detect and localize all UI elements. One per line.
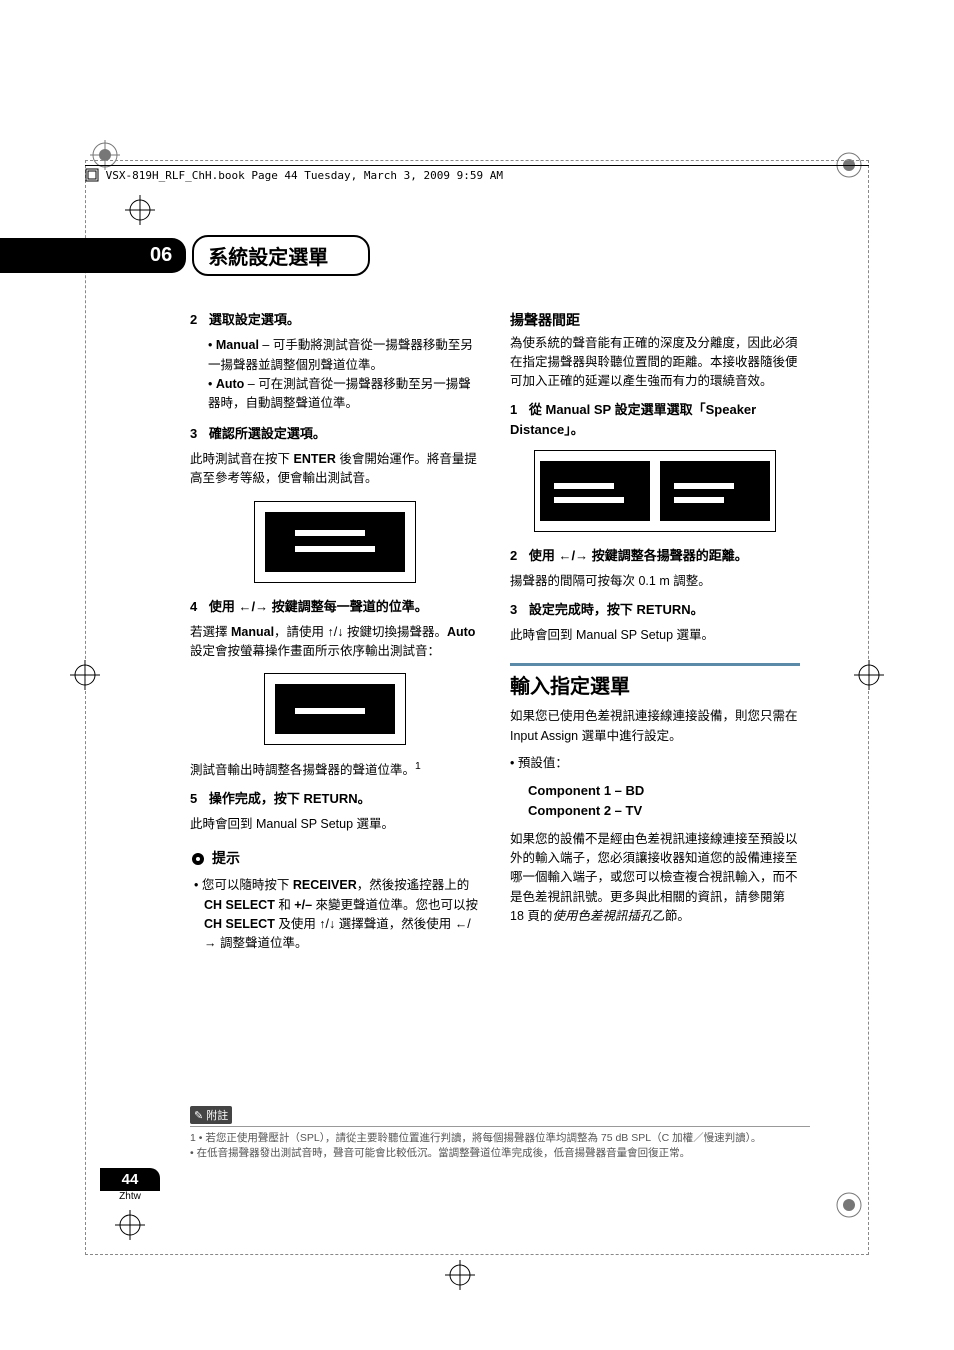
step-title: 選取設定選項。 <box>209 312 300 327</box>
section-divider <box>510 663 800 666</box>
r-step3-body: 此時會回到 Manual SP Setup 選單。 <box>510 626 800 645</box>
page-badge: 44 Zhtw <box>100 1168 160 1202</box>
crosshair-icon <box>445 1260 475 1290</box>
step-2: 2 選取設定選項。 <box>190 310 480 330</box>
auto-label: Auto <box>216 377 244 391</box>
r-step-2: 2 使用 ←/→ 按鍵調整各揚聲器的距離。 <box>510 546 800 566</box>
crosshair-icon <box>125 195 155 225</box>
step-title: 使用 ←/→ 按鍵調整每一聲道的位準。 <box>209 599 428 614</box>
page-lang: Zhtw <box>100 1191 160 1202</box>
chapter-title: 系統設定選單 <box>192 235 370 276</box>
step-5: 5 操作完成，按下 RETURN。 <box>190 789 480 809</box>
left-column: 2 選取設定選項。 • Manual – 可手動將測試音從一揚聲器移動至另一揚聲… <box>190 310 480 954</box>
dual-lcd-illustration <box>534 450 776 532</box>
component-1: Component 1 – BD <box>510 781 800 801</box>
step-number: 3 <box>190 426 197 441</box>
component-2: Component 2 – TV <box>510 801 800 821</box>
footnote-line-1: 1 • 若您正使用聲壓計（SPL），請從主要聆聽位置進行判讀，將每個揚聲器位準均… <box>190 1130 810 1145</box>
tip-label: 提示 <box>212 848 240 870</box>
crosshair-icon <box>854 660 884 690</box>
speaker-distance-intro: 為使系統的聲音能有正確的深度及分離度，因此必須在指定揚聲器與聆聽位置間的距離。本… <box>510 334 800 392</box>
step4-caption: 測試音輸出時調整各揚聲器的聲道位準。1 <box>190 759 480 781</box>
footnote-line-2: • 在低音揚聲器發出測試音時，聲音可能會比較低沉。當調整聲道位準完成後，低音揚聲… <box>190 1145 810 1160</box>
input-assign-intro: 如果您已使用色差視訊連接線連接設備，則您只需在 Input Assign 選單中… <box>510 707 800 746</box>
step-number: 2 <box>190 312 197 327</box>
tip-header: 提示 <box>190 848 480 870</box>
step-3: 3 確認所選設定選項。 <box>190 424 480 444</box>
lcd-illustration-small <box>264 673 406 745</box>
step3-body: 此時測試音在按下 ENTER 後會開始運作。將音量提高至參考等級，便會輸出測試音… <box>190 450 480 489</box>
chapter-header: 06 系統設定選單 <box>0 235 370 276</box>
right-column: 揚聲器間距 為使系統的聲音能有正確的深度及分離度，因此必須在指定揚聲器與聆聽位置… <box>510 310 800 954</box>
step2-auto: • Auto – 可在測試音從一揚聲器移動至另一揚聲器時，自動調整聲道位準。 <box>190 375 480 414</box>
note-tag: ✎ 附註 <box>190 1106 232 1124</box>
r-step-1: 1 從 Manual SP 設定選單選取「Speaker Distance」。 <box>510 400 800 440</box>
step5-body: 此時會回到 Manual SP Setup 選單。 <box>190 815 480 834</box>
enter-key: ENTER <box>293 452 335 466</box>
manual-label: Manual <box>216 338 259 352</box>
crosshair-icon <box>70 660 100 690</box>
step-number: 5 <box>190 791 197 806</box>
gear-icon <box>190 851 206 867</box>
crosshair-icon <box>115 1210 145 1240</box>
r-step-3: 3 設定完成時，按下 RETURN。 <box>510 600 800 620</box>
running-head: VSX-819H_RLF_ChH.book Page 44 Tuesday, M… <box>85 165 869 182</box>
step-title: 確認所選設定選項。 <box>209 426 326 441</box>
step-title: 操作完成，按下 RETURN。 <box>209 791 371 806</box>
page-number: 44 <box>100 1168 160 1191</box>
default-label: • 預設值： <box>510 754 800 773</box>
r-step2-body: 揚聲器的間隔可按每次 0.1 m 調整。 <box>510 572 800 591</box>
chapter-number: 06 <box>0 238 186 273</box>
input-assign-heading: 輸入指定選單 <box>510 672 800 703</box>
tip-bullet: • 您可以隨時按下 RECEIVER，然後按遙控器上的 CH SELECT 和 … <box>190 876 480 954</box>
footnote-block: ✎ 附註 1 • 若您正使用聲壓計（SPL），請從主要聆聽位置進行判讀，將每個揚… <box>190 1106 810 1160</box>
italic-ref: 使用色差視訊插孔 <box>552 909 652 923</box>
reg-mark-icon <box>834 1190 864 1220</box>
running-head-text: VSX-819H_RLF_ChH.book Page 44 Tuesday, M… <box>106 169 503 182</box>
step-number: 4 <box>190 599 197 614</box>
auto-text: – 可在測試音從一揚聲器移動至另一揚聲器時，自動調整聲道位準。 <box>208 377 471 410</box>
lcd-illustration <box>254 501 416 583</box>
step-4: 4 使用 ←/→ 按鍵調整每一聲道的位準。 <box>190 597 480 617</box>
step2-manual: • Manual – 可手動將測試音從一揚聲器移動至另一揚聲器並調整個別聲道位準… <box>190 336 480 375</box>
step4-body: 若選擇 Manual，請使用 ↑/↓ 按鍵切換揚聲器。Auto 設定會按螢幕操作… <box>190 623 480 662</box>
input-assign-body: 如果您的設備不是經由色差視訊連接線連接至預設以外的輸入端子，您必須讓接收器知道您… <box>510 830 800 927</box>
footnote-ref: 1 <box>415 761 421 772</box>
speaker-distance-heading: 揚聲器間距 <box>510 310 800 332</box>
